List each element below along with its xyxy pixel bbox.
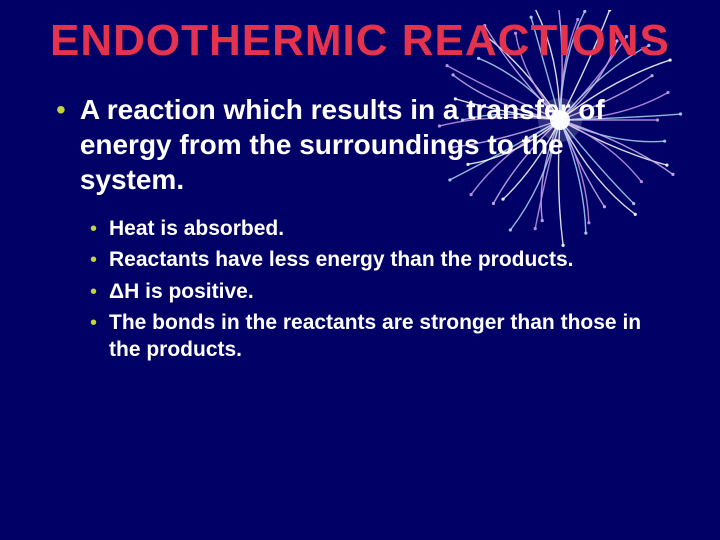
sub-bullet-text: Heat is absorbed.	[109, 215, 284, 242]
sub-bullet-text: Reactants have less energy than the prod…	[109, 246, 573, 273]
main-bullet-text: A reaction which results in a transfer o…	[80, 92, 670, 197]
sub-bullet: • The bonds in the reactants are stronge…	[90, 309, 670, 364]
main-bullet: • A reaction which results in a transfer…	[50, 92, 670, 197]
sub-bullet-text: The bonds in the reactants are stronger …	[109, 309, 670, 364]
bullet-dot-icon: •	[90, 250, 97, 270]
sub-bullet: • Heat is absorbed.	[90, 215, 670, 242]
bullet-dot-icon: •	[90, 282, 97, 302]
bullet-dot-icon: •	[56, 96, 66, 124]
bullet-dot-icon: •	[90, 219, 97, 239]
slide-title: ENDOTHERMIC REACTIONS	[50, 18, 670, 64]
sub-bullet-list: • Heat is absorbed. • Reactants have les…	[50, 215, 670, 363]
bullet-dot-icon: •	[90, 313, 97, 333]
sub-bullet: • Reactants have less energy than the pr…	[90, 246, 670, 273]
slide-content: ENDOTHERMIC REACTIONS • A reaction which…	[0, 0, 720, 388]
sub-bullet: • ΔH is positive.	[90, 278, 670, 305]
sub-bullet-text: ΔH is positive.	[109, 278, 254, 305]
